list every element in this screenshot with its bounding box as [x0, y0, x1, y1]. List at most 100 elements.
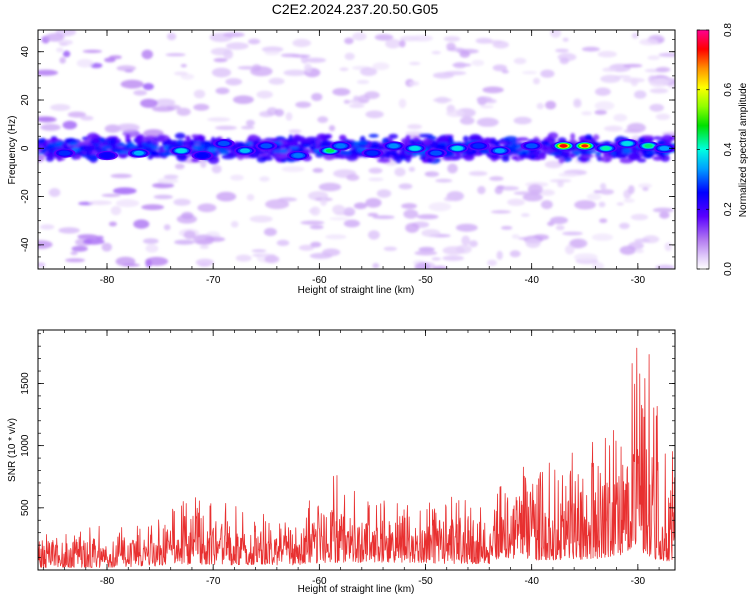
noise-blob: [616, 202, 624, 206]
band-core-blob: [216, 147, 227, 153]
hotspot: [325, 148, 335, 153]
band-core-blob: [45, 145, 56, 150]
noise-blob: [501, 226, 513, 230]
x-tick-label: -60: [312, 275, 327, 286]
noise-blob: [237, 66, 257, 70]
hotspot: [622, 141, 632, 146]
band-core-blob: [354, 146, 362, 149]
hotspot: [240, 148, 250, 153]
band-core-blob: [38, 152, 44, 155]
noise-blob: [77, 234, 98, 240]
noise-blob: [197, 203, 217, 213]
noise-blob: [642, 187, 649, 191]
noise-blob: [638, 183, 653, 189]
y-tick-label: 1500: [20, 372, 31, 395]
noise-blob: [443, 196, 455, 202]
noise-blob: [492, 64, 508, 72]
noise-blob: [88, 200, 113, 206]
noise-blob: [40, 224, 55, 230]
band-blob: [547, 132, 559, 140]
noise-blob: [141, 49, 153, 60]
x-tick-label: -70: [206, 275, 221, 286]
y-tick-label: 1000: [20, 434, 31, 457]
noise-blob: [655, 264, 675, 269]
noise-blob: [600, 183, 607, 191]
y-tick-label: 500: [20, 499, 31, 516]
noise-blob: [509, 250, 521, 258]
band-blob: [345, 153, 358, 161]
noise-blob: [655, 66, 671, 73]
band-core-blob: [309, 145, 316, 151]
band-core-blob: [207, 147, 217, 153]
band-blob: [540, 145, 550, 152]
noise-blob: [447, 163, 458, 174]
noise-blob: [163, 174, 179, 179]
noise-blob: [48, 188, 61, 197]
band-blob: [174, 132, 186, 139]
noise-blob: [344, 52, 355, 61]
band-core-blob: [41, 149, 48, 152]
x-tick-label: -30: [631, 275, 646, 286]
noise-blob: [268, 77, 285, 85]
noise-blob: [398, 98, 407, 109]
noise-blob: [634, 90, 647, 99]
noise-blob: [471, 59, 485, 67]
band-core-blob: [69, 142, 79, 146]
noise-blob: [599, 218, 608, 223]
band-core-blob: [466, 152, 476, 155]
noise-blob: [562, 37, 569, 42]
noise-blob: [133, 219, 150, 229]
noise-blob: [550, 216, 568, 225]
band-core-blob: [369, 144, 381, 149]
noise-blob: [104, 57, 116, 63]
y-tick-label: 0: [20, 145, 31, 151]
colorbar-ticks: 0.0 0.2 0.4 0.6 0.8: [697, 23, 734, 276]
noise-blob: [62, 120, 77, 130]
band-core-blob: [197, 144, 205, 149]
band-blob: [38, 138, 46, 145]
band-blob: [196, 135, 204, 139]
noise-blob: [245, 119, 255, 127]
x-tick-label: -40: [524, 576, 539, 587]
snr-marks: [38, 347, 675, 568]
noise-blob: [174, 239, 195, 245]
snr-series-line: [38, 347, 675, 568]
noise-blob: [133, 90, 148, 96]
noise-blob: [442, 255, 465, 261]
band-blob: [165, 138, 173, 147]
noise-blob: [223, 32, 245, 38]
band-core-blob: [199, 141, 212, 146]
noise-blob: [115, 199, 140, 208]
noise-blob: [405, 222, 420, 233]
noise-blob: [325, 234, 347, 240]
noise-blob: [513, 57, 527, 65]
noise-blob: [292, 38, 312, 48]
noise-blob: [455, 223, 478, 232]
noise-blob: [431, 257, 441, 261]
noise-blob: [480, 105, 494, 109]
band-blob: [377, 158, 391, 163]
noise-blob: [305, 57, 327, 63]
noise-blob: [581, 46, 600, 52]
noise-blob: [482, 86, 504, 94]
noise-blob: [261, 46, 284, 53]
band-core-blob: [322, 140, 328, 146]
noise-blob: [574, 200, 596, 210]
band-core-blob: [527, 150, 533, 155]
noise-blob: [101, 193, 121, 197]
noise-blob: [116, 123, 140, 132]
noise-blob: [230, 221, 239, 228]
noise-blob: [533, 77, 540, 85]
noise-blob: [598, 201, 606, 208]
noise-blob: [230, 174, 244, 181]
noise-blob: [181, 211, 194, 220]
band-blob: [65, 138, 77, 144]
band-blob: [109, 137, 117, 146]
noise-blob: [83, 238, 105, 245]
noise-blob: [200, 158, 207, 169]
noise-blob: [70, 251, 78, 256]
noise-blob: [322, 248, 341, 257]
noise-blob: [408, 166, 416, 172]
noise-blob: [358, 94, 370, 104]
